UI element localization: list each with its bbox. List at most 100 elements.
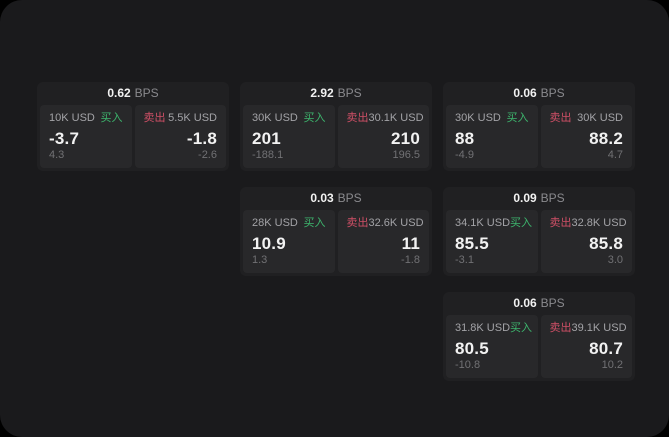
bps-value: 2.92 <box>310 86 334 100</box>
buy-panel[interactable]: 30K USD 买入 88 -4.9 <box>446 105 538 168</box>
buy-side-label: 买入 <box>303 112 326 124</box>
sell-change: 10.2 <box>601 359 623 371</box>
buy-change: -10.8 <box>455 359 481 371</box>
buy-size-label: 30K USD <box>455 112 501 124</box>
quote-panels: 30K USD 买入 201 -188.1 卖出 30.1K USD 210 1… <box>240 105 432 171</box>
buy-price: 85.5 <box>455 234 489 253</box>
quote-card[interactable]: 0.62 BPS 10K USD 买入 -3.7 4.3 卖出 5.5K USD <box>37 82 229 171</box>
sell-panel[interactable]: 卖出 30K USD 88.2 4.7 <box>540 105 632 168</box>
sell-panel-top: 卖出 30.1K USD <box>346 112 424 125</box>
sell-side-label: 卖出 <box>549 217 572 229</box>
buy-panel[interactable]: 10K USD 买入 -3.7 4.3 <box>40 105 132 168</box>
quote-panels: 30K USD 买入 88 -4.9 卖出 30K USD 88.2 4.7 <box>443 105 635 171</box>
sell-change: 4.7 <box>607 149 623 161</box>
quotes-grid: 0.62 BPS 10K USD 买入 -3.7 4.3 卖出 5.5K USD <box>37 82 635 381</box>
sell-side-label: 卖出 <box>549 322 572 334</box>
sell-size-label: 32.8K USD <box>571 217 627 229</box>
sell-size-label: 30K USD <box>577 112 623 124</box>
quote-panels: 34.1K USD 买入 85.5 -3.1 卖出 32.8K USD 85.8… <box>443 210 635 276</box>
sell-price: 210 <box>391 129 420 148</box>
sell-panel[interactable]: 卖出 30.1K USD 210 196.5 <box>337 105 429 168</box>
buy-size-label: 10K USD <box>49 112 95 124</box>
buy-panel-top: 10K USD 买入 <box>49 112 123 125</box>
sell-panel[interactable]: 卖出 32.8K USD 85.8 3.0 <box>540 210 632 273</box>
sell-side-label: 卖出 <box>346 112 369 124</box>
sell-price: 88.2 <box>589 129 623 148</box>
sell-change: 3.0 <box>607 254 623 266</box>
sell-change: -1.8 <box>401 254 420 266</box>
sell-size-label: 39.1K USD <box>571 322 627 334</box>
buy-change: -4.9 <box>455 149 474 161</box>
buy-price: 80.5 <box>455 339 489 358</box>
buy-panel[interactable]: 31.8K USD 买入 80.5 -10.8 <box>446 315 538 378</box>
sell-panel[interactable]: 卖出 5.5K USD -1.8 -2.6 <box>134 105 226 168</box>
quote-panels: 28K USD 买入 10.9 1.3 卖出 32.6K USD 11 -1.8 <box>240 210 432 276</box>
buy-size-label: 30K USD <box>252 112 298 124</box>
bps-unit-label: BPS <box>337 86 362 100</box>
buy-price: 10.9 <box>252 234 286 253</box>
buy-size-label: 28K USD <box>252 217 298 229</box>
bps-unit-label: BPS <box>540 296 565 310</box>
buy-panel[interactable]: 28K USD 买入 10.9 1.3 <box>243 210 335 273</box>
sell-price: 80.7 <box>589 339 623 358</box>
card-header: 0.03 BPS <box>240 187 432 210</box>
sell-size-label: 5.5K USD <box>168 112 217 124</box>
quote-card[interactable]: 0.03 BPS 28K USD 买入 10.9 1.3 卖出 32.6K US… <box>240 187 432 276</box>
bps-unit-label: BPS <box>540 191 565 205</box>
quote-card[interactable]: 0.09 BPS 34.1K USD 买入 85.5 -3.1 卖出 32.8K… <box>443 187 635 276</box>
sell-size-label: 32.6K USD <box>368 217 424 229</box>
buy-size-label: 31.8K USD <box>455 322 511 334</box>
bps-unit-label: BPS <box>540 86 565 100</box>
buy-panel-top: 34.1K USD 买入 <box>455 217 533 230</box>
buy-change: -188.1 <box>252 149 284 161</box>
sell-change: -2.6 <box>198 149 217 161</box>
sell-panel[interactable]: 卖出 32.6K USD 11 -1.8 <box>337 210 429 273</box>
buy-side-label: 买入 <box>506 112 529 124</box>
buy-panel-top: 30K USD 买入 <box>252 112 326 125</box>
buy-price: 88 <box>455 129 475 148</box>
sell-side-label: 卖出 <box>549 112 572 124</box>
sell-change: 196.5 <box>392 149 420 161</box>
quote-card[interactable]: 0.06 BPS 30K USD 买入 88 -4.9 卖出 30K USD <box>443 82 635 171</box>
quote-card[interactable]: 0.06 BPS 31.8K USD 买入 80.5 -10.8 卖出 39.1… <box>443 292 635 381</box>
bps-value: 0.09 <box>513 191 537 205</box>
quote-card[interactable]: 2.92 BPS 30K USD 买入 201 -188.1 卖出 30.1K … <box>240 82 432 171</box>
sell-panel-top: 卖出 32.8K USD <box>549 217 627 230</box>
bps-value: 0.06 <box>513 296 537 310</box>
sell-side-label: 卖出 <box>143 112 166 124</box>
bps-unit-label: BPS <box>134 86 159 100</box>
buy-panel[interactable]: 30K USD 买入 201 -188.1 <box>243 105 335 168</box>
buy-panel-top: 30K USD 买入 <box>455 112 529 125</box>
sell-side-label: 卖出 <box>346 217 369 229</box>
buy-side-label: 买入 <box>100 112 123 124</box>
sell-price: 11 <box>401 234 420 253</box>
bps-value: 0.06 <box>513 86 537 100</box>
buy-change: -3.1 <box>455 254 474 266</box>
sell-price: -1.8 <box>186 129 217 148</box>
buy-price: 201 <box>252 129 281 148</box>
buy-side-label: 买入 <box>510 217 533 229</box>
buy-panel-top: 28K USD 买入 <box>252 217 326 230</box>
sell-panel-top: 卖出 30K USD <box>550 112 624 125</box>
sell-panel-top: 卖出 32.6K USD <box>346 217 424 230</box>
card-header: 0.06 BPS <box>443 82 635 105</box>
card-header: 2.92 BPS <box>240 82 432 105</box>
buy-panel[interactable]: 34.1K USD 买入 85.5 -3.1 <box>446 210 538 273</box>
card-header: 0.62 BPS <box>37 82 229 105</box>
buy-change: 4.3 <box>49 149 65 161</box>
buy-change: 1.3 <box>252 254 268 266</box>
bps-value: 0.62 <box>107 86 131 100</box>
bps-value: 0.03 <box>310 191 334 205</box>
sell-panel-top: 卖出 5.5K USD <box>144 112 218 125</box>
bps-unit-label: BPS <box>337 191 362 205</box>
buy-panel-top: 31.8K USD 买入 <box>455 322 533 335</box>
card-header: 0.09 BPS <box>443 187 635 210</box>
sell-size-label: 30.1K USD <box>368 112 424 124</box>
buy-size-label: 34.1K USD <box>455 217 511 229</box>
sell-panel[interactable]: 卖出 39.1K USD 80.7 10.2 <box>540 315 632 378</box>
buy-side-label: 买入 <box>510 322 533 334</box>
sell-panel-top: 卖出 39.1K USD <box>549 322 627 335</box>
buy-side-label: 买入 <box>303 217 326 229</box>
sell-price: 85.8 <box>589 234 623 253</box>
